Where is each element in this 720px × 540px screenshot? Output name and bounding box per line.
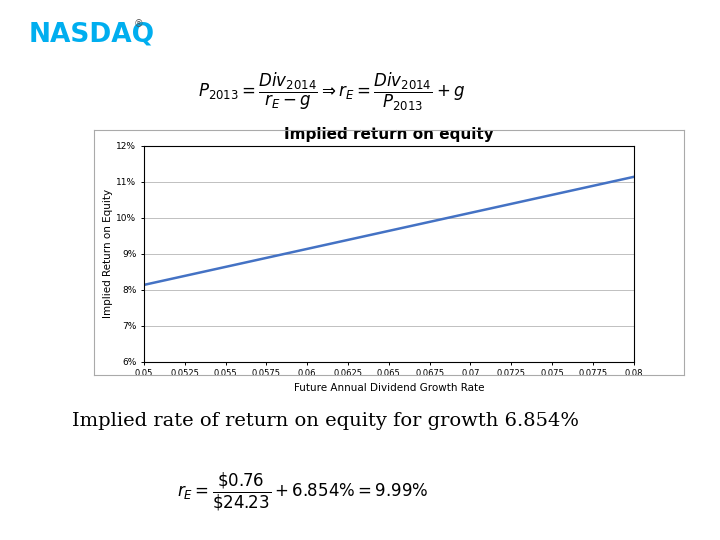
Text: $r_E = \dfrac{\$0.76}{\$24.23} + 6.854\% = 9.99\%$: $r_E = \dfrac{\$0.76}{\$24.23} + 6.854\%… <box>176 470 428 512</box>
Text: NASDAQ: NASDAQ <box>29 22 155 48</box>
Title: Implied return on equity: Implied return on equity <box>284 127 494 142</box>
Y-axis label: Implied Return on Equity: Implied Return on Equity <box>104 189 114 319</box>
Text: $P_{2013} = \dfrac{Div_{2014}}{r_E - g} \Rightarrow r_E = \dfrac{Div_{2014}}{P_{: $P_{2013} = \dfrac{Div_{2014}}{r_E - g} … <box>197 71 465 113</box>
X-axis label: Future Annual Dividend Growth Rate: Future Annual Dividend Growth Rate <box>294 383 484 393</box>
Text: Implied rate of return on equity for growth 6.854%: Implied rate of return on equity for gro… <box>72 412 579 430</box>
Text: ®: ® <box>133 19 143 29</box>
